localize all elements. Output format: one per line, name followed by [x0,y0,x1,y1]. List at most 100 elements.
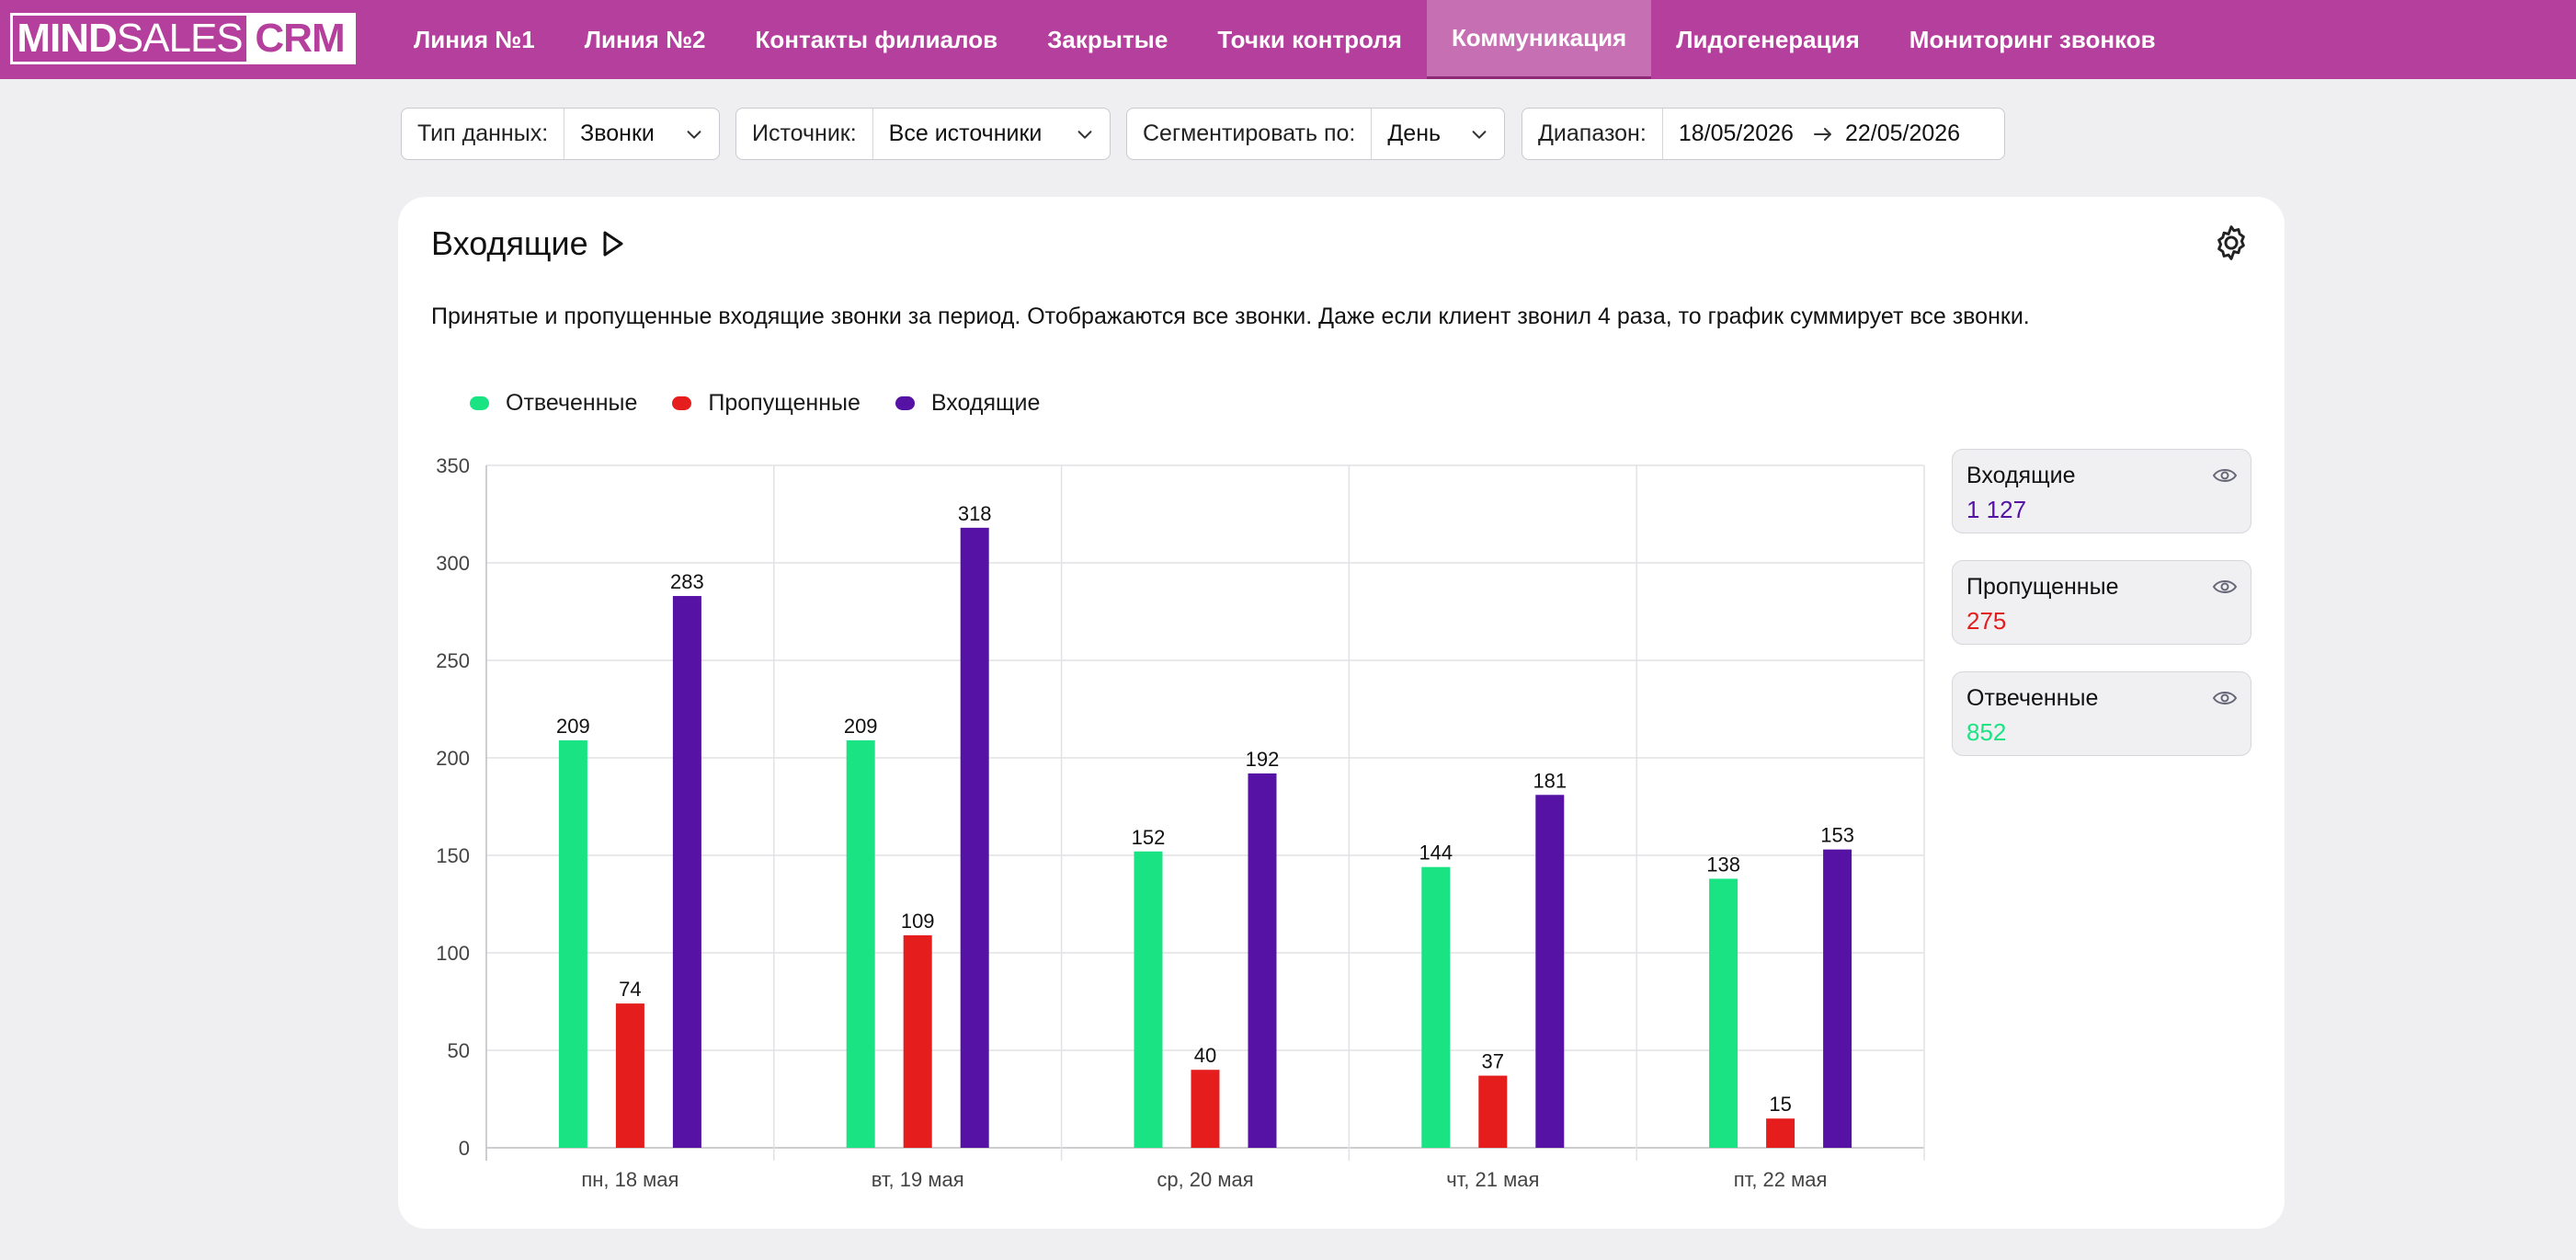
incoming-calls-card: Входящие Принятые и пропущенные входящие… [398,197,2285,1229]
bar-0-1 [846,739,875,1148]
eye-icon[interactable] [2212,689,2238,707]
bar-value-label: 192 [1246,748,1280,771]
y-tick-label: 350 [436,454,470,477]
source-select[interactable]: Все источники [873,109,1110,159]
data-type-value: Звонки [580,120,655,146]
play-icon[interactable] [601,230,625,258]
arrow-right-icon [1813,127,1831,141]
date-range-filter: Диапазон: 18/05/2026 22/05/2026 [1522,108,2005,160]
nav-item-line-2[interactable]: Линия №2 [584,25,706,53]
bar-value-label: 283 [670,570,704,593]
logo-text-mind: MIND [17,16,117,61]
y-tick-label: 100 [436,942,470,965]
bar-2-1 [960,527,989,1148]
stat-incoming-name: Входящие [1966,463,2076,488]
bar-1-2 [1191,1070,1220,1148]
chart-legend: Отвеченные Пропущенные Входящие [470,390,1075,417]
nav-item-line-1[interactable]: Линия №1 [414,25,535,53]
segment-filter: Сегментировать по: День [1126,108,1505,160]
x-tick-label: пн, 18 мая [581,1168,678,1191]
chevron-down-icon [1472,130,1487,139]
bar-value-label: 15 [1769,1093,1791,1116]
nav-item-checkpoints[interactable]: Точки контроля [1217,25,1402,53]
bar-0-0 [558,739,587,1148]
data-type-label: Тип данных: [402,109,565,159]
x-tick-label: вт, 19 мая [872,1168,964,1191]
logo-text-crm: CRM [246,16,353,62]
stat-incoming[interactable]: Входящие 1 127 [1952,449,2251,533]
y-tick-label: 50 [448,1039,470,1062]
stat-missed-value: 275 [1966,607,2007,635]
segment-value: День [1387,120,1442,146]
y-tick-label: 150 [436,844,470,867]
source-label: Источник: [736,109,873,159]
legend-item-missed[interactable]: Пропущенные [672,390,861,417]
data-type-select[interactable]: Звонки [564,109,719,159]
segment-select[interactable]: День [1372,109,1504,159]
stat-answered-value: 852 [1966,718,2007,746]
y-tick-label: 300 [436,552,470,575]
y-tick-label: 200 [436,747,470,770]
nav-item-closed[interactable]: Закрытые [1047,25,1168,53]
bar-value-label: 152 [1132,826,1166,849]
source-filter: Источник: Все источники [735,108,1111,160]
nav-item-communication[interactable]: Коммуникация [1426,0,1652,79]
legend-dot-missed [672,396,692,410]
card-title: Входящие [431,221,625,267]
x-tick-label: ср, 20 мая [1157,1168,1253,1191]
date-range-from: 18/05/2026 [1678,120,1794,146]
nav-item-branch-contacts[interactable]: Контакты филиалов [755,25,998,53]
bar-0-3 [1421,866,1451,1148]
bar-value-label: 109 [901,910,935,933]
x-tick-label: чт, 21 мая [1446,1168,1539,1191]
bar-value-label: 40 [1194,1044,1216,1067]
card-description: Принятые и пропущенные входящие звонки з… [431,304,2030,329]
chevron-down-icon [1077,130,1092,139]
app-logo[interactable]: MIND SALES CRM [10,13,356,64]
stat-answered-name: Отвеченные [1966,685,2099,711]
top-navbar: MIND SALES CRM Линия №1 Линия №2 Контакты… [0,0,2576,79]
nav-item-call-monitoring[interactable]: Мониторинг звонков [1909,25,2156,53]
nav-item-lead-generation[interactable]: Лидогенерация [1676,25,1860,53]
legend-dot-answered [470,396,489,410]
bar-value-label: 209 [844,715,878,738]
legend-dot-incoming [895,396,915,410]
chevron-down-icon [687,130,701,139]
bar-1-0 [615,1003,644,1148]
bar-1-3 [1478,1075,1508,1148]
legend-item-answered[interactable]: Отвеченные [470,390,637,417]
bar-value-label: 74 [619,978,641,1001]
bar-2-0 [672,596,701,1148]
legend-item-incoming[interactable]: Входящие [895,390,1040,417]
bar-2-2 [1248,773,1277,1148]
logo-text-sales: SALES [116,16,244,61]
bar-1-4 [1766,1118,1795,1148]
stat-incoming-value: 1 127 [1966,496,2027,523]
bar-value-label: 138 [1706,853,1740,876]
bar-value-label: 37 [1482,1050,1504,1073]
eye-icon[interactable] [2212,578,2238,596]
date-range-to: 22/05/2026 [1844,120,1961,146]
main-nav: Линия №1 Линия №2 Контакты филиалов Закр… [389,0,2181,79]
stat-answered[interactable]: Отвеченные 852 [1952,671,2251,756]
stat-missed[interactable]: Пропущенные 275 [1952,560,2251,645]
bar-0-2 [1134,851,1163,1148]
bar-value-label: 144 [1419,842,1453,865]
stat-missed-name: Пропущенные [1966,574,2119,600]
y-tick-label: 250 [436,649,470,672]
bar-1-1 [903,934,932,1148]
bar-0-4 [1709,878,1738,1148]
segment-label: Сегментировать по: [1127,109,1373,159]
gear-icon[interactable] [2211,223,2251,263]
bar-value-label: 181 [1533,769,1567,792]
data-type-filter: Тип данных: Звонки [401,108,720,160]
eye-icon[interactable] [2212,466,2238,485]
bar-value-label: 153 [1820,824,1854,847]
date-range-picker[interactable]: 18/05/2026 22/05/2026 [1663,109,2004,159]
bar-value-label: 209 [556,715,590,738]
bar-value-label: 318 [958,502,992,525]
source-value: Все источники [888,120,1043,146]
incoming-calls-bar-chart: 0 50 100 150 200 250 300 350 209 74 283 пн, 18 мая 2… [436,454,1925,1191]
x-tick-label: пт, 22 мая [1734,1168,1828,1191]
bar-2-4 [1823,849,1852,1148]
